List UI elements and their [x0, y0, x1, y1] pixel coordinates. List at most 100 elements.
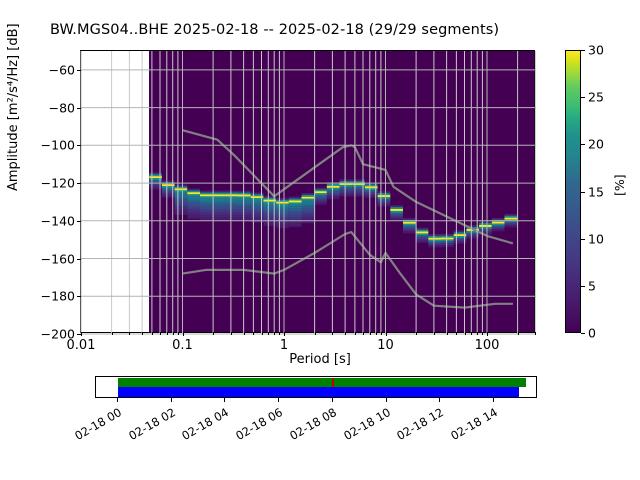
colorbar-tick-label: 10: [588, 231, 604, 247]
colorbar-tick: [581, 238, 585, 240]
colorbar-tick: [581, 97, 585, 99]
x-tick-label: 0.1: [172, 338, 193, 353]
x-tick: [160, 332, 161, 335]
colorbar: [565, 50, 581, 333]
x-tick: [477, 332, 479, 335]
x-tick: [129, 332, 131, 335]
x-tick-label: 1: [279, 338, 289, 353]
y-tick-label: −120: [40, 175, 75, 191]
x-tick: [274, 332, 276, 335]
x-tick: [314, 332, 316, 335]
colorbar-tick-label: 25: [588, 89, 604, 105]
y-tick: [77, 296, 81, 298]
colorbar-tick-label: 0: [588, 325, 596, 341]
figure-title: BW.MGS04..BHE 2025-02-18 -- 2025-02-18 (…: [50, 22, 500, 38]
x-tick-label: 10: [377, 338, 394, 353]
x-tick: [177, 332, 179, 335]
y-tick: [77, 183, 81, 185]
x-tick-label: 100: [474, 338, 500, 353]
x-tick: [471, 332, 473, 335]
timeline-tick-label: 02-18 00: [72, 405, 124, 443]
y-tick: [77, 107, 81, 109]
x-tick: [151, 332, 153, 335]
timeline-axes: [95, 376, 537, 398]
timeline-tick: [278, 398, 280, 402]
x-tick: [261, 332, 263, 335]
x-tick: [482, 332, 484, 335]
x-tick: [213, 332, 215, 335]
x-tick: [369, 332, 371, 335]
plot-clip: [81, 51, 534, 332]
colorbar-tick: [581, 50, 585, 51]
timeline-tick-label: 02-18 08: [287, 405, 339, 443]
x-tick: [166, 332, 168, 335]
colorbar-tick-label: 15: [588, 184, 604, 199]
x-tick-label: 0.01: [66, 338, 96, 353]
colorbar-tick-label: 30: [588, 42, 604, 58]
timeline-tick: [224, 398, 226, 402]
x-tick: [446, 332, 448, 335]
colorbar-tick: [581, 191, 585, 193]
x-tick: [416, 332, 418, 335]
colorbar-label: [%]: [612, 174, 627, 196]
timeline-tick-label: 02-18 06: [233, 405, 286, 443]
timeline-tick: [170, 398, 172, 402]
x-tick: [517, 332, 519, 335]
timeline-tick: [117, 398, 118, 402]
x-tick: [81, 332, 82, 336]
timeline-tick-label: 02-18 10: [340, 405, 393, 443]
y-tick-label: −60: [48, 62, 75, 78]
y-tick: [77, 69, 81, 71]
x-tick: [279, 332, 281, 335]
x-tick: [456, 332, 458, 335]
y-tick-label: −200: [40, 326, 75, 342]
x-tick: [243, 332, 245, 335]
timeline-tick-label: 02-18 04: [179, 405, 232, 443]
y-tick: [77, 145, 81, 147]
x-tick: [375, 332, 377, 335]
x-tick: [182, 332, 184, 336]
y-tick-label: −100: [40, 137, 75, 153]
x-axis-label: Period [s]: [289, 352, 351, 367]
colorbar-tick: [581, 333, 585, 334]
y-axis-label: Amplitude [m²/s⁴/Hz] [dB]: [6, 23, 21, 191]
plot-layers: [149, 129, 518, 309]
x-tick: [385, 332, 387, 336]
x-tick: [332, 332, 334, 335]
x-tick: [535, 332, 537, 335]
y-tick-label: −80: [48, 100, 75, 116]
colorbar-tick: [581, 285, 585, 287]
timeline-tick: [439, 398, 441, 402]
x-tick: [345, 332, 347, 335]
x-tick: [354, 332, 356, 335]
x-tick: [111, 332, 113, 335]
colorbar-tick-label: 5: [588, 278, 596, 294]
timeline-tick: [385, 398, 387, 402]
timeline-gap-marker: [332, 378, 334, 387]
timeline-tick-label: 02-18 02: [125, 405, 178, 443]
timeline-tick-label: 02-18 14: [448, 405, 500, 443]
y-tick-label: −140: [40, 213, 75, 229]
timeline-tick: [492, 398, 494, 402]
x-tick: [230, 332, 232, 335]
y-tick-label: −180: [40, 288, 75, 304]
x-tick: [284, 332, 285, 336]
x-tick: [363, 332, 364, 335]
x-tick: [268, 332, 270, 335]
x-tick: [464, 332, 466, 335]
x-tick: [172, 332, 174, 335]
timeline-tick-label: 02-18 12: [394, 405, 447, 443]
y-tick-label: −160: [40, 251, 75, 266]
colorbar-tick-label: 20: [588, 136, 604, 152]
x-tick: [253, 332, 255, 335]
colorbar-tick: [581, 144, 585, 146]
y-tick: [77, 258, 81, 260]
main-plot-axes: −200 −180 −160 −140 −120 −100 −80 −60 0.01 0.1 1 10…: [41, 50, 537, 353]
x-tick: [380, 332, 382, 335]
y-tick: [77, 334, 81, 335]
timeline-data-coverage-bar: [118, 378, 526, 387]
timeline-psd-segments-bar: [118, 387, 519, 397]
x-tick: [142, 332, 144, 335]
y-tick: [77, 220, 81, 222]
